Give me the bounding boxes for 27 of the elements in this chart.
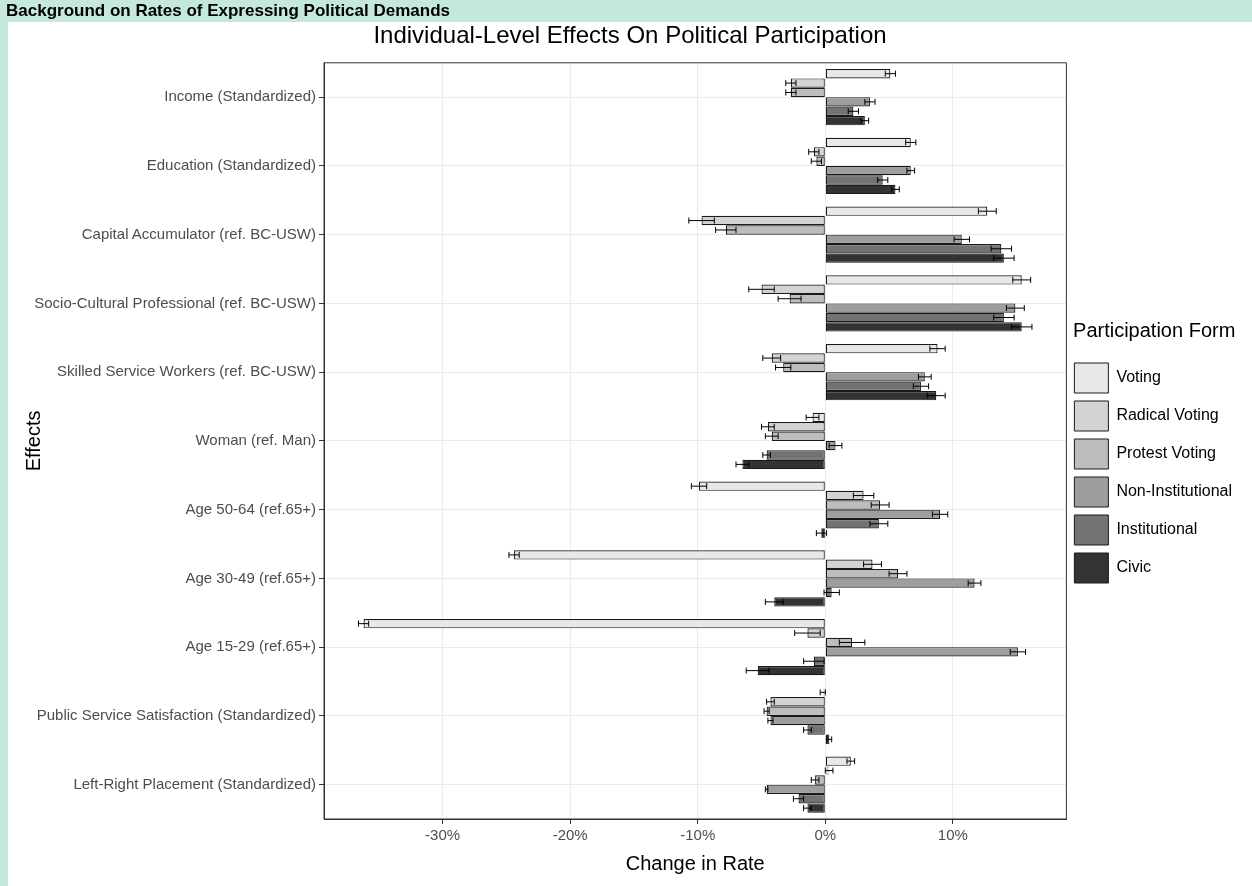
x-tick-label: -30%	[425, 826, 461, 844]
legend-label: Institutional	[1116, 520, 1198, 538]
x-tick-label: 0%	[814, 826, 837, 844]
y-tick-label: Left-Right Placement (Standardized)	[73, 774, 316, 792]
y-axis-title: Effects	[21, 410, 44, 472]
y-tick-label: Age 50-64 (ref.65+)	[185, 499, 316, 517]
x-tick-label: 10%	[937, 826, 968, 844]
y-tick-label: Income (Standardized)	[164, 87, 316, 105]
legend-label: Protest Voting	[1116, 444, 1217, 462]
legend-label: Voting	[1116, 368, 1161, 386]
y-tick-label: Age 30-49 (ref.65+)	[185, 568, 316, 586]
text: Background on Rates of Expressing Political Demands	[5, 0, 451, 22]
y-tick-label: Education (Standardized)	[146, 156, 316, 174]
y-tick-label: Age 15-29 (ref.65+)	[185, 637, 316, 655]
y-tick-label: Woman (ref. Man)	[195, 431, 316, 449]
x-tick-label: -10%	[680, 826, 716, 844]
y-tick-label: Skilled Service Workers (ref. BC-USW)	[57, 362, 316, 380]
y-tick-label: Socio-Cultural Professional (ref. BC-USW)	[34, 293, 316, 311]
y-tick-label: Capital Accumulator (ref. BC-USW)	[81, 224, 316, 242]
x-tick-label: -20%	[552, 826, 588, 844]
x-axis-title: Change in Rate	[625, 851, 765, 874]
legend-label: Non-Institutional	[1116, 482, 1233, 500]
legend-label: Radical Voting	[1116, 406, 1219, 424]
chart-title: Individual-Level Effects On Political Participation	[373, 21, 887, 49]
y-tick-label: Public Service Satisfaction (Standardized)	[36, 706, 316, 724]
legend-label: Civic	[1116, 558, 1152, 576]
legend-title: Participation Form	[1073, 318, 1236, 341]
